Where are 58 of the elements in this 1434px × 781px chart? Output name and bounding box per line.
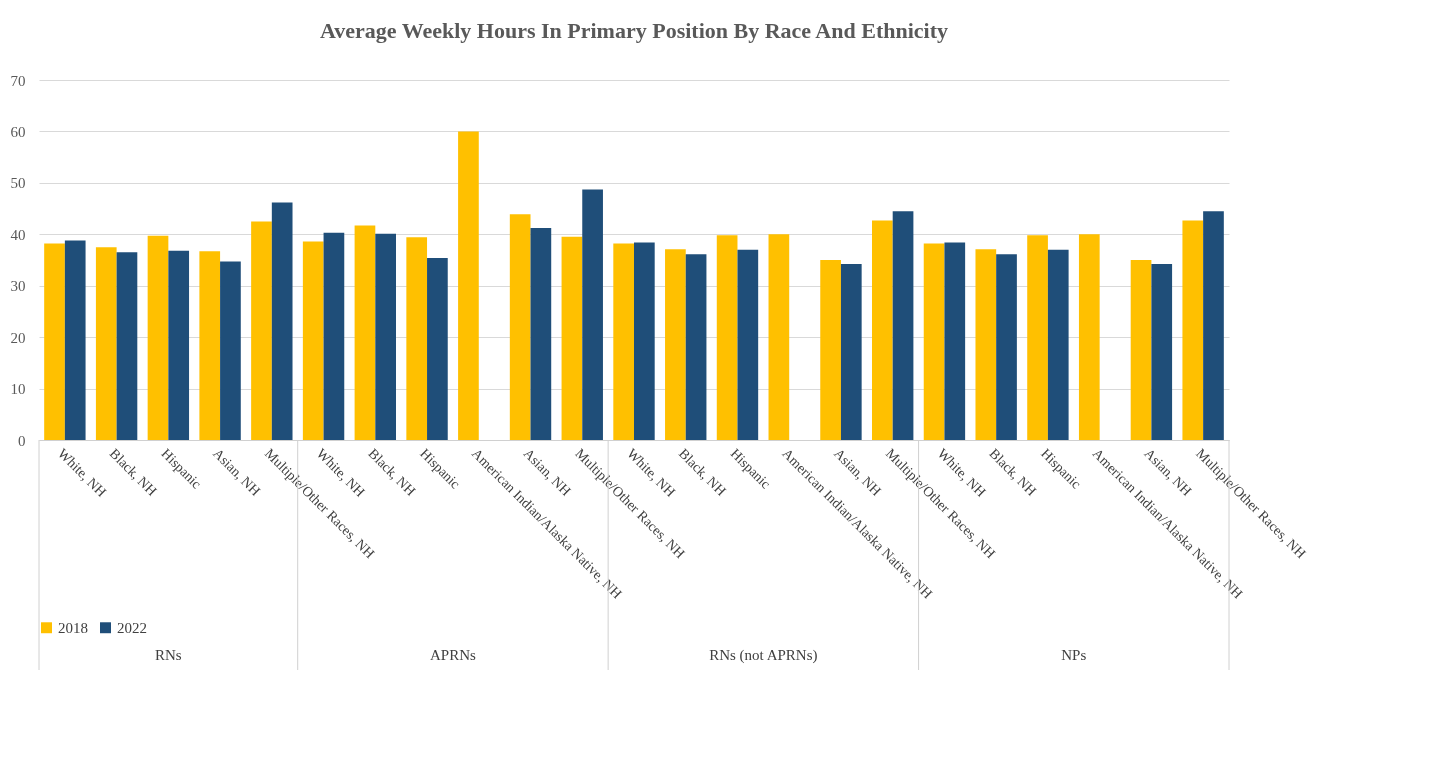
bar [685, 254, 707, 440]
bar [561, 236, 583, 440]
bar [944, 242, 966, 440]
y-tick-label: 50 [10, 175, 26, 192]
y-tick-label: 30 [10, 278, 26, 295]
bar [923, 243, 945, 440]
bar [820, 260, 841, 440]
bar [375, 233, 396, 440]
chart-title: Average Weekly Hours In Primary Position By Race And Ethnicity [320, 18, 948, 43]
bar [737, 249, 759, 440]
y-tick-label: 0 [18, 432, 26, 449]
bar [95, 247, 117, 440]
bar [768, 234, 790, 440]
text: NPs [1061, 647, 1087, 663]
bar [634, 242, 655, 440]
bar [271, 202, 293, 440]
bar [716, 235, 738, 440]
y-tick-label: 70 [10, 72, 26, 89]
bar [199, 251, 221, 440]
bar [458, 131, 479, 440]
y-tick-label: 60 [10, 123, 26, 140]
y-tick-label: 10 [10, 381, 26, 398]
bar [892, 211, 914, 440]
bar [1078, 234, 1100, 440]
bar [1027, 235, 1048, 440]
bar [406, 237, 428, 440]
text: RNs [155, 647, 182, 663]
bar [975, 249, 997, 440]
bar [613, 243, 634, 440]
bar [427, 257, 448, 440]
bar [509, 214, 531, 440]
bar [1151, 264, 1173, 440]
legend-label: 2022 [117, 619, 147, 636]
bar [665, 249, 686, 440]
y-tick-label: 40 [10, 226, 26, 243]
bar [582, 189, 603, 440]
bar [302, 241, 324, 440]
bar [323, 232, 345, 440]
bar [1047, 249, 1069, 440]
bar [1130, 260, 1152, 440]
bar [220, 261, 241, 440]
bar [64, 240, 86, 440]
bar [354, 225, 376, 440]
bar [147, 235, 169, 440]
legend-label: 2018 [58, 619, 88, 636]
bar [251, 221, 272, 440]
bar [1203, 211, 1224, 440]
y-tick-label: 20 [10, 329, 26, 346]
bar [1182, 220, 1204, 440]
bar [840, 264, 862, 440]
bar [168, 250, 190, 440]
bar [996, 254, 1017, 440]
text: APRNs [429, 647, 476, 663]
bar [44, 243, 65, 440]
text: RNs (not APRNs) [709, 647, 818, 664]
bar [116, 252, 138, 440]
bar [872, 220, 893, 440]
bar [530, 228, 552, 440]
